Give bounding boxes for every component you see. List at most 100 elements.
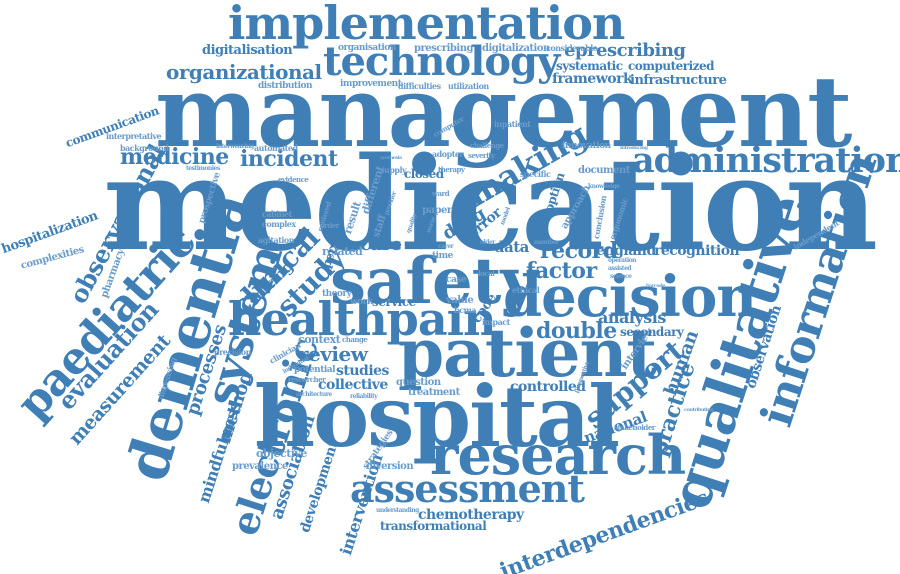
word-background: background [120,143,169,153]
word-assessment: assessment [350,466,585,511]
word-infrastructure: infrastructure [630,73,727,88]
word-factor: factor [526,258,597,284]
word-diversion: diversion [366,461,414,472]
word-recognition: recognition [654,243,740,259]
word-operation: operation [608,257,636,264]
word-testimonies: testimonies [186,165,220,172]
word-precision: precision [214,347,252,357]
word-controlled: controlled [510,379,586,395]
word-reliability: reliability [350,393,378,400]
word-agitation: agitation [258,235,295,245]
word-administration: administration [632,140,900,181]
word-data: data [494,238,529,256]
word-researcher: researcher [288,375,326,384]
word-digitalisation: digitalisation [202,43,293,58]
word-complex: complex [262,219,296,229]
word-analysis: analysis [598,308,666,327]
word-healthpain: healthpain [228,292,497,346]
word-digitalization: digitalization [482,43,550,54]
word-assisted: assisted [608,265,632,272]
word-studies: studies [336,363,389,379]
word-change: change [342,335,368,344]
word-utilization: utilization [448,81,489,91]
word-supply: supply [380,165,407,175]
word-document: document [578,165,630,176]
word-collective: collective [318,377,388,393]
word-evidence: evidence [278,175,309,184]
word-cabinet: cabinet [262,209,292,219]
word-inpatient: inpatient [494,119,531,129]
word-closed: closed [404,167,444,181]
word-organizational: organizational [166,60,322,84]
word-framework: framework [552,71,633,87]
word-contributing: contributing [684,407,714,413]
word-barcode: barcode [646,283,665,289]
word-distribution: distribution [258,81,313,91]
word-prescribing: prescribing [414,43,473,54]
word-review: review [298,342,368,366]
word-service: service [372,295,416,309]
word-synthesis: synthesis [380,155,402,161]
word-theory: theory [322,289,352,299]
word-interpretative: interpretative [106,131,162,141]
word-automated: automated [254,143,298,153]
word-stakeholder: stakeholder [614,423,655,432]
word-paper: paper [422,205,452,216]
word-related: related [322,245,363,258]
word-hospitalization: hospitalization [0,208,100,258]
word-care: care [360,234,402,255]
word-severity: severity [468,151,495,160]
word-challenge: challenge [470,141,504,150]
word-decision: decision [503,264,757,330]
word-ethical: ethical [512,285,540,295]
word-specific: specific [520,169,551,179]
word-prevalence: prevalence [232,461,288,472]
word-introducing: introducing [620,145,648,151]
word-member: member [534,239,559,246]
word-improvement: improvement [340,79,402,89]
word-work: work [350,297,373,307]
word-question: question [396,377,441,388]
word-order: order [320,221,339,230]
word-complexities: complexities [19,244,86,272]
word-bcma: bcma [454,305,477,315]
word-difficulties: difficulties [398,81,441,91]
word-considerable: considerable [546,43,598,53]
word-treatment: treatment [408,387,460,398]
word-time: time [432,251,453,261]
word-incident: incident [240,146,338,172]
word-objective: objective [256,447,307,460]
word-england: england [596,243,656,259]
word-technology: technology [323,38,560,85]
word-computerized: computerized [628,59,715,73]
word-safety: safety [330,244,537,319]
word-adopter: adopter [432,149,464,159]
word-carer: carer [438,243,454,250]
word-double: double [536,318,617,344]
word-value: value [446,295,474,306]
word-ward: ward [432,189,450,198]
word-knowledge: knowledge [588,183,620,190]
word-implementation: implementation [228,0,625,50]
word-local: local [478,269,495,278]
word-hospital: hospital [254,367,620,466]
word-systematic: systematic [556,59,623,73]
word-patient: patient [398,314,657,392]
word-case: case [446,275,467,285]
word-therapy: therapy [438,165,465,174]
word-research: research [430,423,686,487]
word-impact: impact [482,317,510,327]
word-organisation: organisation [338,43,396,53]
word-interweaving: interweaving [216,143,254,150]
word-medicine: medicine [120,144,229,170]
word-secondary: secondary [620,325,684,339]
word-architecture: architecture [296,391,332,398]
word-transformational: transformational [380,519,487,533]
word-innovation: innovation [562,141,611,151]
word-potential: potential [294,365,336,375]
word-context: context [298,333,341,346]
word-record: record [540,238,618,264]
word-older: older [480,239,495,246]
word-chemotherapy: chemotherapy [418,507,524,523]
